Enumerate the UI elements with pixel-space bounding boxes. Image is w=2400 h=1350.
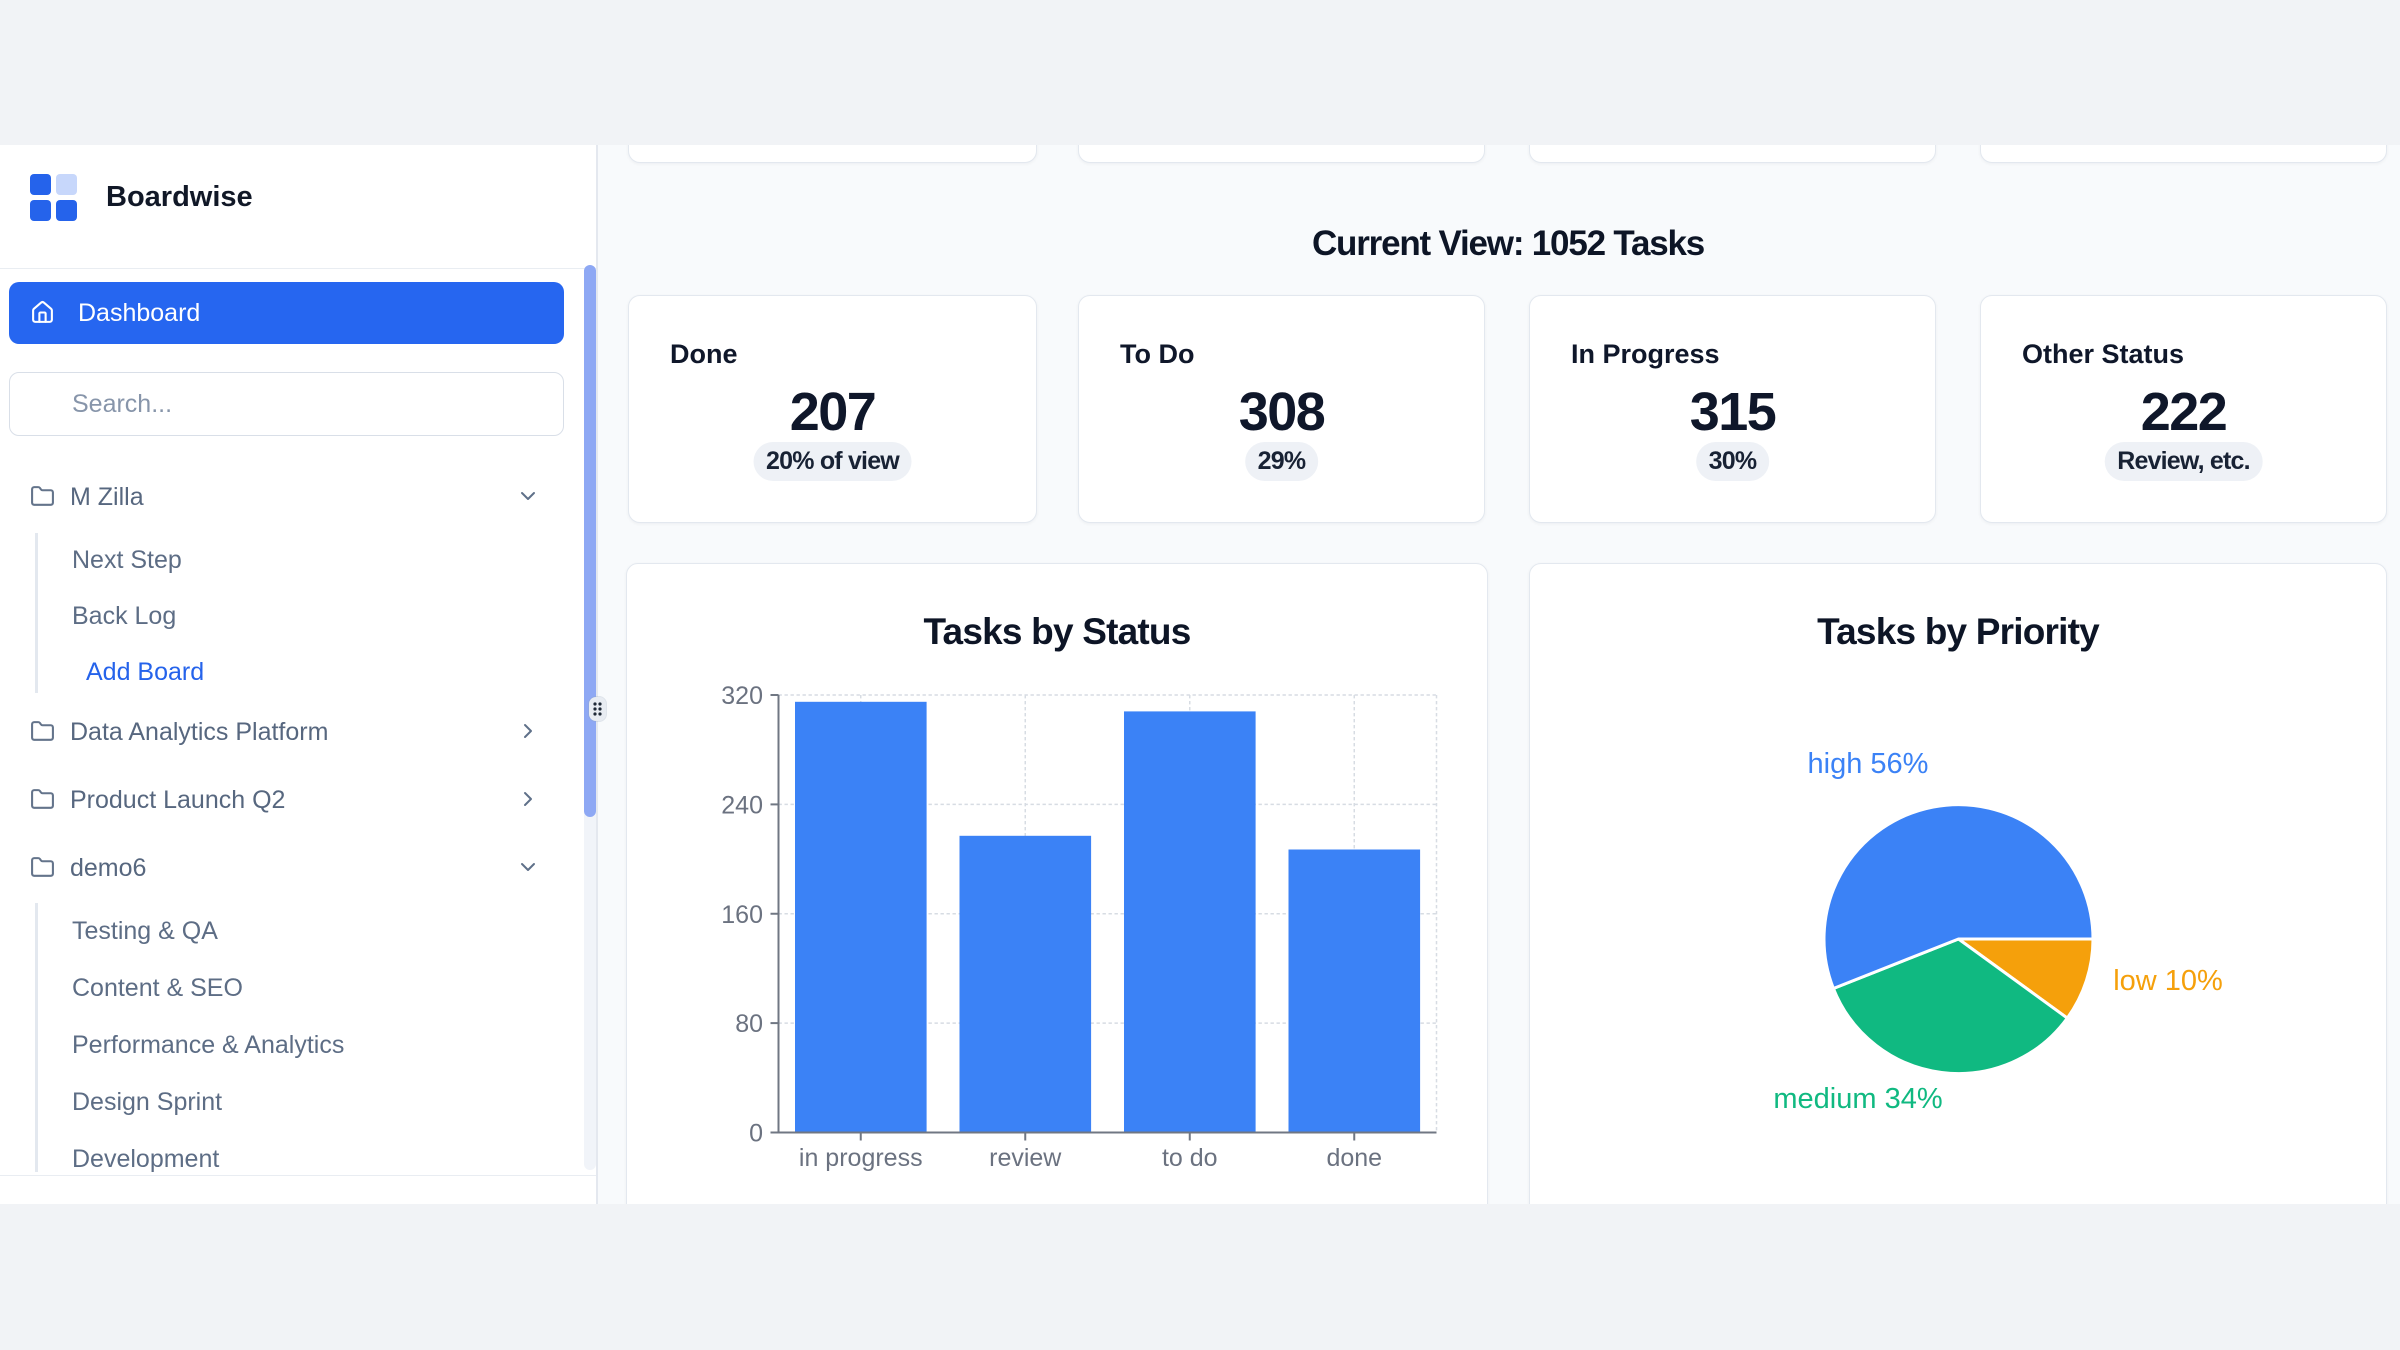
svg-text:80: 80	[735, 1010, 763, 1038]
svg-text:240: 240	[721, 791, 763, 819]
svg-text:160: 160	[721, 901, 763, 929]
svg-text:in progress: in progress	[799, 1144, 923, 1172]
svg-text:0: 0	[749, 1120, 763, 1148]
svg-text:done: done	[1326, 1144, 1382, 1172]
svg-text:to do: to do	[1162, 1144, 1218, 1172]
svg-text:medium 34%: medium 34%	[1773, 1083, 1942, 1115]
svg-text:320: 320	[721, 682, 763, 710]
svg-text:high 56%: high 56%	[1808, 748, 1929, 780]
svg-text:low 10%: low 10%	[2113, 965, 2223, 997]
svg-text:review: review	[989, 1144, 1062, 1172]
